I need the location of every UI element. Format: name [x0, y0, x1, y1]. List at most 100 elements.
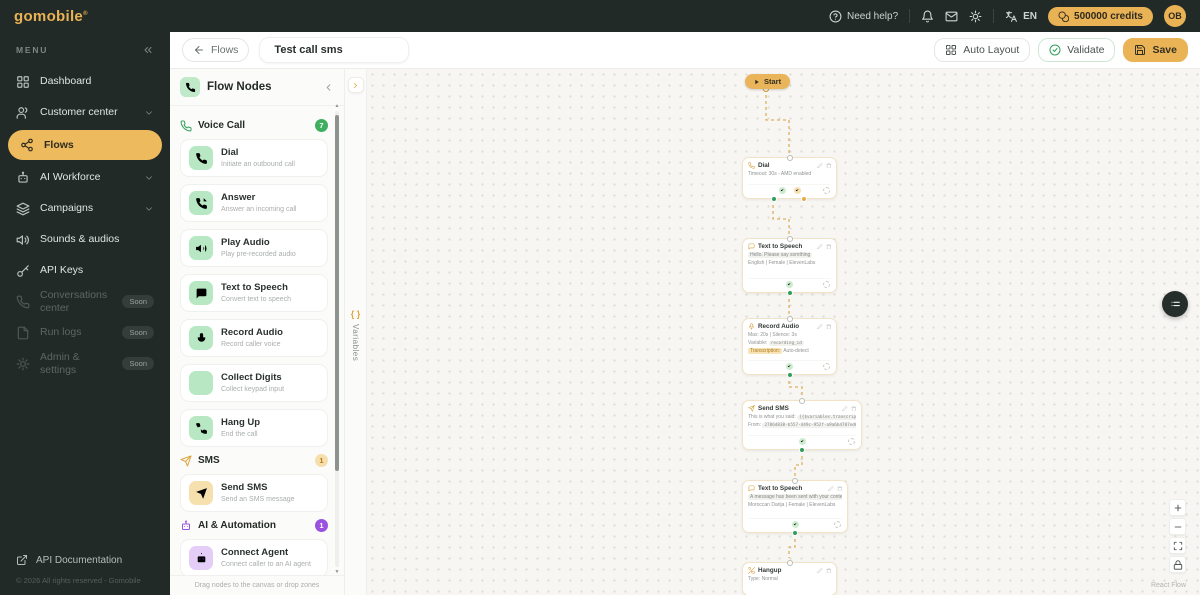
- validate-button[interactable]: Validate: [1038, 38, 1116, 62]
- palette-node-answer[interactable]: Answer Answer an incoming call: [180, 184, 328, 222]
- panel-title: Flow Nodes: [207, 81, 272, 93]
- sidebar-item-run-logs: Run logs Soon: [0, 317, 170, 348]
- sidebar-item-campaigns[interactable]: Campaigns: [0, 193, 170, 224]
- edit-node-icon[interactable]: [817, 324, 823, 330]
- credits-badge[interactable]: 500000 credits: [1048, 6, 1153, 26]
- input-port[interactable]: [799, 397, 805, 404]
- flow-node-hangup-6[interactable]: Hangup Type: Normal: [742, 559, 837, 595]
- canvas-menu-button[interactable]: [1162, 291, 1188, 317]
- delete-node-icon[interactable]: [825, 323, 832, 330]
- palette-node-record-audio[interactable]: Record Audio Record caller voice: [180, 319, 328, 357]
- auto-layout-button[interactable]: Auto Layout: [934, 38, 1031, 62]
- output-port-gold[interactable]: [801, 195, 808, 202]
- sidebar-item-label: AI Workforce: [40, 171, 101, 184]
- palette-node-collect-digits[interactable]: Collect Digits Collect keypad input: [180, 364, 328, 402]
- dropzone-green-icon: [791, 521, 799, 528]
- palette-node-dial[interactable]: Dial Initiate an outbound call: [180, 139, 328, 177]
- collapse-sidebar-icon[interactable]: [142, 44, 154, 56]
- auto-layout-icon: [945, 44, 957, 56]
- edit-node-icon[interactable]: [828, 486, 834, 492]
- node-title: Send SMS: [221, 482, 268, 493]
- palette-section-sms[interactable]: SMS 1: [180, 454, 328, 467]
- node-title: Collect Digits: [221, 372, 282, 383]
- input-port[interactable]: [786, 559, 793, 566]
- output-port-green[interactable]: [786, 289, 793, 296]
- delete-node-icon[interactable]: [825, 243, 832, 250]
- palette-node-connect-agent[interactable]: Connect Agent Connect caller to an AI age…: [180, 539, 328, 575]
- sidebar-item-sounds-audios[interactable]: Sounds & audios: [0, 224, 170, 255]
- input-port[interactable]: [786, 154, 793, 161]
- sidebar-item-ai-workforce[interactable]: AI Workforce: [0, 162, 170, 193]
- need-help-button[interactable]: Need help?: [829, 10, 898, 23]
- edit-node-icon[interactable]: [817, 568, 823, 574]
- node-config-line: Hello. Please say somthing: [748, 252, 813, 258]
- palette-node-hang-up[interactable]: Hang Up End the call: [180, 409, 328, 447]
- scroll-down-icon[interactable]: ▼: [334, 569, 340, 575]
- delete-node-icon[interactable]: [825, 162, 832, 169]
- sidebar-item-api-keys[interactable]: API Keys: [0, 255, 170, 286]
- input-port[interactable]: [792, 477, 798, 484]
- sidebar-item-label: Flows: [44, 138, 74, 151]
- fit-view-button[interactable]: [1169, 537, 1186, 554]
- lock-button[interactable]: [1169, 556, 1186, 573]
- delete-node-icon[interactable]: [836, 485, 843, 492]
- palette-section-voice-call[interactable]: Voice Call 7: [180, 119, 328, 132]
- node-dropzone[interactable]: [748, 435, 856, 446]
- delete-node-icon[interactable]: [850, 405, 857, 412]
- node-title: Record Audio: [221, 327, 283, 338]
- gear-icon[interactable]: [969, 10, 982, 23]
- flow-toolbar: Flows Test call sms Auto Layout Validate…: [170, 32, 1200, 69]
- sidebar-item-customer-center[interactable]: Customer center: [0, 97, 170, 128]
- output-port-green[interactable]: [799, 446, 805, 453]
- back-to-flows-button[interactable]: Flows: [182, 38, 250, 62]
- edit-node-icon[interactable]: [817, 163, 823, 169]
- flow-node-dial-1[interactable]: Dial Timeout: 30s - AMD enabled: [742, 154, 837, 202]
- flow-node-text-to-speech-2[interactable]: Text to Speech Hello. Please say somthing…: [742, 235, 837, 296]
- flow-node-record-audio-3[interactable]: Record Audio Max: 20s | Silence: 3s Variab…: [742, 315, 837, 378]
- node-desc: End the call: [221, 431, 258, 439]
- output-port-green[interactable]: [792, 529, 798, 536]
- output-port-green[interactable]: [770, 195, 777, 202]
- node-dropzone[interactable]: [748, 184, 831, 195]
- node-dropzone[interactable]: [748, 518, 842, 529]
- sidebar-item-dashboard[interactable]: Dashboard: [0, 66, 170, 97]
- avatar[interactable]: OB: [1164, 5, 1186, 27]
- palette-node-text-to-speech[interactable]: Text to Speech Convert text to speech: [180, 274, 328, 312]
- sidebar-item-api-documentation[interactable]: API Documentation: [16, 554, 154, 566]
- phone-incoming-icon: [189, 191, 213, 215]
- node-dropzone[interactable]: [748, 278, 831, 289]
- node-dropzone[interactable]: [748, 360, 831, 371]
- edit-node-icon[interactable]: [842, 406, 848, 412]
- input-port[interactable]: [786, 315, 793, 322]
- zoom-in-button[interactable]: [1169, 499, 1186, 516]
- mail-icon[interactable]: [945, 10, 958, 23]
- expand-panel-button[interactable]: [347, 77, 364, 93]
- save-button[interactable]: Save: [1123, 38, 1188, 62]
- collapse-panel-icon[interactable]: [323, 82, 334, 93]
- dropzone-green-icon: [798, 438, 806, 445]
- sidebar-item-flows[interactable]: Flows: [8, 130, 162, 160]
- output-port-green[interactable]: [786, 371, 793, 378]
- bell-icon[interactable]: [921, 10, 934, 23]
- palette-node-send-sms[interactable]: Send SMS Send an SMS message: [180, 474, 328, 512]
- coins-icon: [1058, 10, 1070, 22]
- zoom-out-button[interactable]: [1169, 518, 1186, 535]
- flow-node-send-sms-4[interactable]: Send SMS This is what you said: {{$variab…: [742, 397, 862, 453]
- language-selector[interactable]: EN: [1005, 10, 1037, 23]
- palette-section-ai-automation[interactable]: AI & Automation 1: [180, 519, 328, 532]
- flow-title-input[interactable]: Test call sms: [259, 37, 410, 63]
- drop-target-icon: [834, 521, 841, 528]
- phone-icon: [16, 295, 30, 309]
- palette-scrollbar[interactable]: ▲ ▼: [334, 103, 340, 575]
- input-port[interactable]: [786, 235, 793, 242]
- scroll-up-icon[interactable]: ▲: [334, 103, 340, 109]
- variables-tab[interactable]: { } Variables: [351, 309, 361, 361]
- send-icon: [189, 481, 213, 505]
- start-node[interactable]: Start: [745, 74, 791, 89]
- edit-node-icon[interactable]: [817, 244, 823, 250]
- delete-node-icon[interactable]: [825, 567, 832, 574]
- palette-node-play-audio[interactable]: Play Audio Play pre-recorded audio: [180, 229, 328, 267]
- sidebar-item-admin-settings: Admin & settings Soon: [0, 348, 170, 379]
- flow-canvas[interactable]: Start Dial Timeout: 30s - AMD enabled Text…: [367, 69, 1200, 595]
- flow-node-text-to-speech-5[interactable]: Text to Speech A message has been sent wi…: [742, 477, 848, 536]
